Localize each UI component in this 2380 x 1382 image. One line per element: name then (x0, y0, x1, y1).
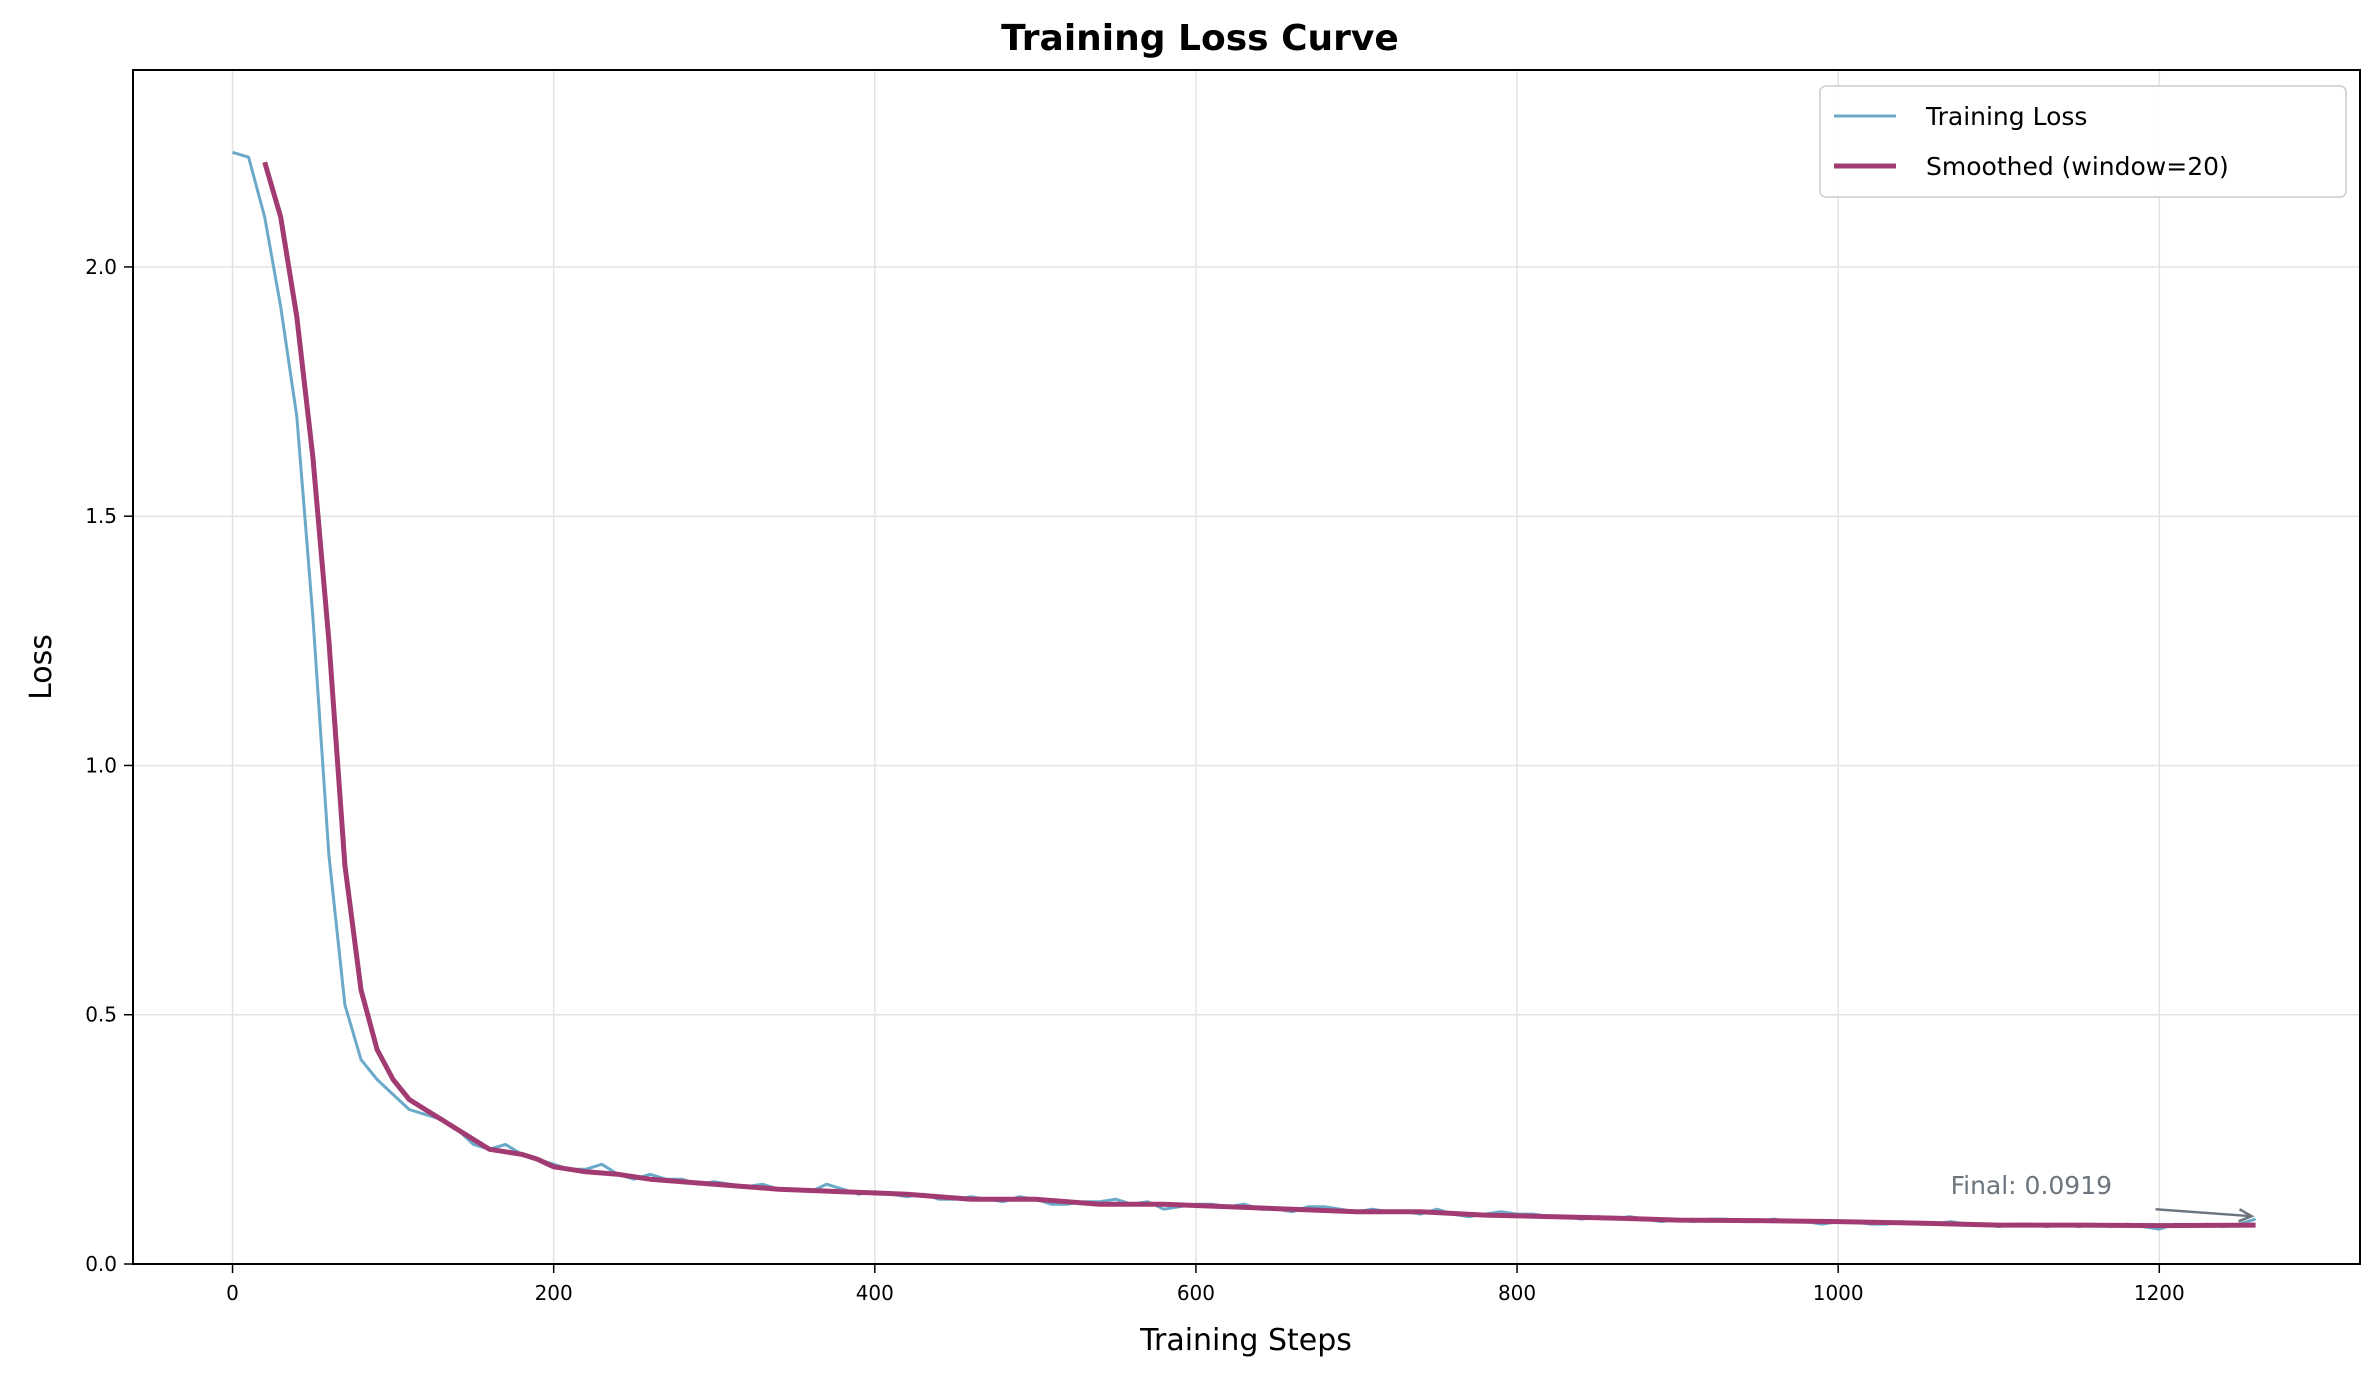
chart-title: Training Loss Curve (1001, 18, 1399, 59)
annotation: Final: 0.0919 (1951, 1171, 2255, 1223)
legend-label-training-loss: Training Loss (1925, 102, 2087, 131)
legend-label-smoothed: Smoothed (window=20) (1926, 152, 2229, 181)
y-tick-label: 0.5 (85, 1003, 117, 1027)
y-tick-label: 1.5 (85, 504, 117, 528)
annotation-arrow (2155, 1207, 2252, 1218)
arrowhead-icon (2238, 1208, 2255, 1223)
y-axis-label: Loss (24, 634, 59, 700)
final-loss-annotation: Final: 0.0919 (1951, 1171, 2112, 1200)
smoothed-loss-line (262, 161, 2256, 1229)
x-tick-label: 1200 (2134, 1281, 2185, 1305)
series-group (232, 150, 2257, 1231)
ticks: 0 200 400 600 800 1000 1200 0.0 0.5 1.0 1.5 2.0 (85, 255, 2185, 1305)
grid (133, 70, 2360, 1265)
x-axis-label: Training Steps (1139, 1323, 1352, 1358)
plot-frame (132, 69, 2361, 1265)
x-tick-label: 400 (856, 1281, 894, 1305)
x-tick-label: 1000 (1813, 1281, 1864, 1305)
x-tick-label: 200 (535, 1281, 573, 1305)
training-loss-line (232, 150, 2257, 1231)
y-tick-label: 0.0 (85, 1252, 117, 1276)
x-tick-label: 600 (1177, 1281, 1215, 1305)
y-tick-label: 1.0 (85, 753, 117, 777)
y-tick-label: 2.0 (85, 255, 117, 279)
x-tick-label: 800 (1498, 1281, 1536, 1305)
x-tick-label: 0 (226, 1281, 239, 1305)
legend: Training Loss Smoothed (window=20) (1819, 85, 2347, 198)
legend-box (1819, 85, 2347, 198)
